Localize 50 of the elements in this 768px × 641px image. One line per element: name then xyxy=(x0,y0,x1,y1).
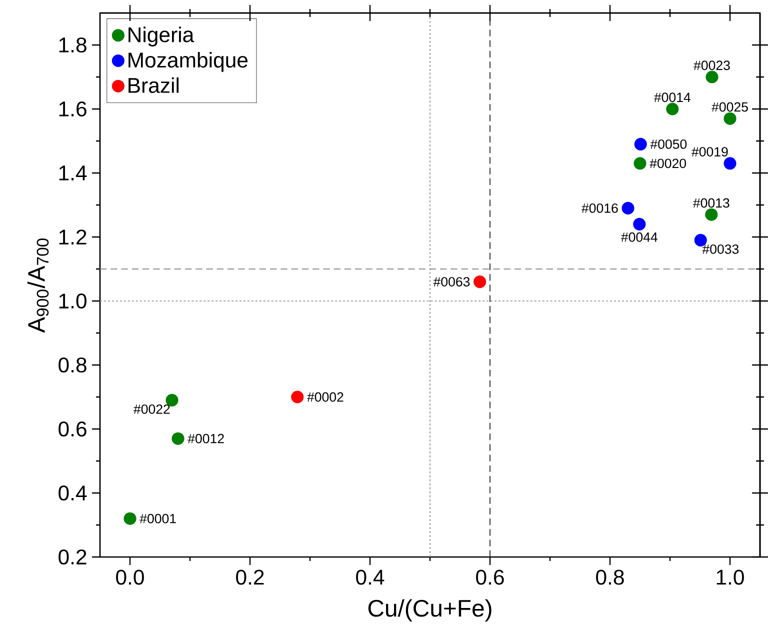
point xyxy=(633,218,646,230)
point xyxy=(172,432,184,445)
point xyxy=(724,112,736,125)
point xyxy=(634,157,646,170)
legend-label: Brazil xyxy=(128,77,179,94)
annotation: #0050 xyxy=(650,139,687,149)
point xyxy=(694,234,707,246)
legend-label: Mozambique xyxy=(128,52,248,72)
annotation: #0044 xyxy=(621,232,658,242)
annotation: #0020 xyxy=(650,158,686,168)
point xyxy=(724,157,736,170)
y-tick-label: 0.8 xyxy=(58,357,86,373)
point xyxy=(634,138,647,150)
y-tick-label: 1.2 xyxy=(59,230,86,244)
y-tick-label: 1.6 xyxy=(59,101,86,117)
x-tick-label: 0.2 xyxy=(236,570,264,585)
x-tick-label: 0.4 xyxy=(356,570,384,585)
annotation: #0002 xyxy=(307,392,344,402)
point xyxy=(124,512,136,525)
annotation: #0001 xyxy=(140,514,176,524)
y-tick-label: 0.4 xyxy=(58,485,87,501)
y-tick-label: 1.0 xyxy=(59,293,86,309)
point xyxy=(474,276,486,288)
y-tick-label: 0.2 xyxy=(58,549,86,565)
point xyxy=(705,208,718,221)
y-tick-label: 1.8 xyxy=(59,37,86,53)
x-tick-label: 0.0 xyxy=(116,570,144,585)
x-axis-title: Cu/(Cu+Fe) xyxy=(368,599,492,622)
y-tick-label: 0.6 xyxy=(58,421,86,437)
annotation: #0022 xyxy=(134,404,170,414)
y-axis-title: A$_{900}$/A$_{700}$ xyxy=(27,238,49,333)
annotation: #0033 xyxy=(702,244,739,254)
point xyxy=(622,202,634,214)
annotation: #0013 xyxy=(693,198,730,208)
annotation: #0063 xyxy=(433,277,470,286)
annotation: #0019 xyxy=(692,147,728,156)
annotation: #0012 xyxy=(188,434,224,444)
point xyxy=(166,394,178,406)
annotation: #0016 xyxy=(582,204,618,213)
x-tick-label: 0.8 xyxy=(596,570,624,585)
annotation: #0014 xyxy=(654,92,690,102)
x-tick-label: 1.0 xyxy=(716,570,744,585)
x-tick-label: 0.6 xyxy=(476,570,504,585)
point xyxy=(666,102,679,116)
point xyxy=(706,70,718,84)
annotation: #0023 xyxy=(694,60,730,70)
point xyxy=(291,390,304,404)
annotation: #0025 xyxy=(712,102,748,112)
y-tick-label: 1.4 xyxy=(59,166,87,180)
legend-label: Nigeria xyxy=(128,26,194,46)
